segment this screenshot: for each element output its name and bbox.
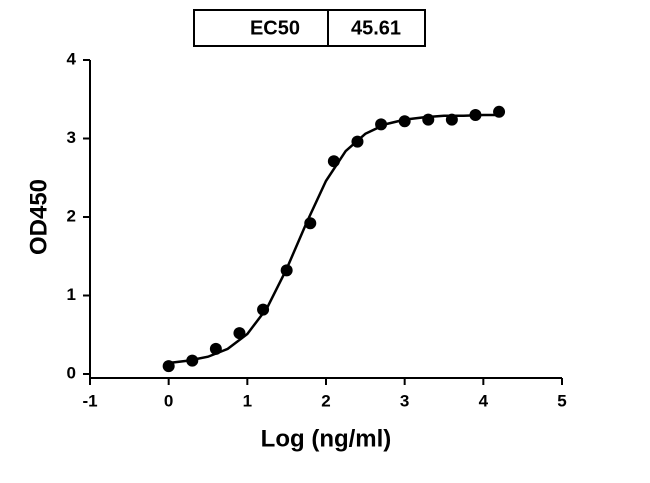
fit-curve [168,113,500,365]
y-axis-label: OD450 [25,179,52,255]
x-axis-label: Log (ng/ml) [261,425,392,452]
x-tick-label: 1 [243,391,252,410]
y-tick-label: 4 [67,49,77,68]
ec50-label: EC50 [250,17,300,39]
x-tick-label: 4 [479,391,489,410]
x-tick-label: 2 [321,391,330,410]
x-tick-label: 3 [400,391,409,410]
ec50-value: 45.61 [351,17,401,39]
x-tick-label: -1 [82,391,97,410]
y-tick-label: 0 [67,363,76,382]
y-tick-label: 1 [67,285,76,304]
ec50-box [193,9,426,47]
y-tick-label: 2 [67,206,76,225]
x-tick-label: 0 [164,391,173,410]
y-tick-label: 3 [67,128,76,147]
data-point [257,303,270,316]
x-tick-label: 5 [557,391,566,410]
